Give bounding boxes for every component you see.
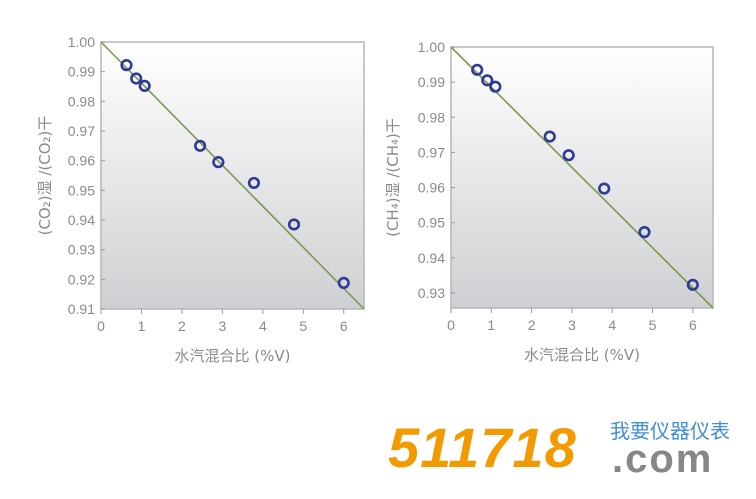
y-tick-label: 0.97 [68, 123, 95, 139]
x-tick-label: 2 [528, 317, 536, 333]
logo-slogan: 我要仪器仪表 [610, 419, 730, 443]
x-tick-label: 4 [259, 318, 267, 334]
x-tick-label: 3 [568, 317, 576, 333]
y-tick-label: 0.93 [418, 285, 445, 301]
data-point [562, 149, 575, 162]
x-tick-label: 5 [299, 318, 307, 334]
chart-1: 0.91 0.92 0.93 0.94 0.95 0.96 0.97 0.98 0.99 1.00… [36, 34, 365, 365]
y-tick-label: 0.95 [68, 182, 95, 198]
x-tick-label: 0 [447, 317, 455, 333]
data-point [194, 139, 207, 152]
y-tick-label: 0.96 [418, 180, 445, 196]
data-point [543, 130, 556, 143]
x-axis-label: 水汽混合比 (%V) [175, 347, 291, 365]
y-tick-label: 0.99 [418, 74, 445, 90]
data-point [130, 72, 143, 85]
data-point [481, 74, 494, 87]
y-tick-label: 0.98 [68, 93, 95, 109]
data-point [638, 226, 651, 239]
y-tick-label: 0.91 [68, 301, 95, 317]
y-axis-label: (CH₄)湿 /(CH₄)干 [384, 118, 402, 237]
x-tick-label: 0 [97, 318, 105, 334]
x-tick-label: 4 [608, 317, 616, 333]
y-tick-label: 0.94 [68, 212, 95, 228]
data-point [247, 176, 261, 190]
data-point [337, 276, 350, 289]
data-point [287, 218, 301, 231]
data-point [120, 59, 133, 72]
y-tick-label: 0.99 [68, 64, 95, 80]
x-axis-label: 水汽混合比 (%V) [524, 346, 640, 364]
y-tick-label: 1.00 [68, 34, 95, 50]
chart-2: 0.93 0.94 0.95 0.96 0.97 0.98 0.99 1.00 0 1 2 3 4 5 6 水… [384, 39, 714, 364]
x-tick-label: 6 [689, 317, 697, 333]
x-tick-label: 3 [218, 318, 226, 334]
x-tick-label: 6 [340, 318, 348, 334]
y-tick-label: 0.96 [68, 153, 95, 169]
y-tick-label: 0.97 [418, 144, 445, 160]
data-point [212, 156, 225, 169]
y-tick-label: 0.95 [418, 215, 445, 231]
y-tick-label: 0.92 [68, 271, 95, 287]
y-tick-label: 0.93 [68, 242, 95, 258]
y-tick-label: 0.98 [418, 109, 445, 125]
logo-number: 511718 [388, 416, 577, 479]
logo-domain: .com [612, 437, 714, 481]
data-point [471, 63, 484, 76]
data-point [598, 182, 611, 195]
y-tick-label: 1.00 [418, 39, 445, 55]
x-tick-label: 1 [138, 318, 146, 334]
y-axis-label: (CO₂)湿 /(CO₂)干 [36, 116, 54, 236]
fit-line [100, 41, 365, 310]
x-tick-label: 2 [178, 318, 186, 334]
data-point [489, 80, 502, 93]
data-point [686, 278, 699, 291]
x-tick-label: 1 [487, 317, 495, 333]
y-tick-label: 0.94 [418, 250, 445, 266]
x-tick-label: 5 [649, 317, 657, 333]
data-point [138, 79, 151, 93]
